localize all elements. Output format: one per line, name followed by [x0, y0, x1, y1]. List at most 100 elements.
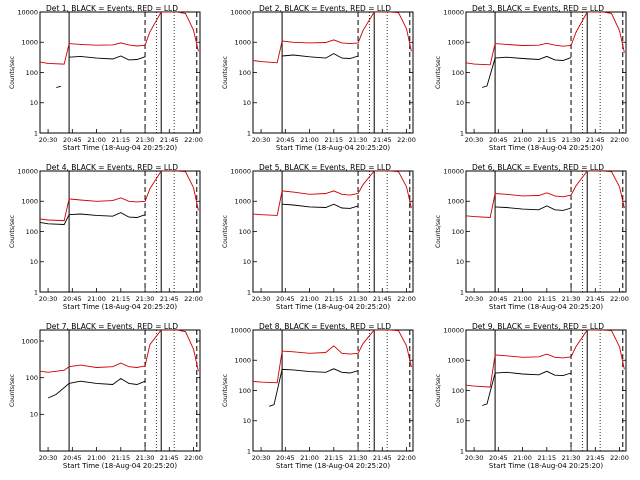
x-tick-label: 21:30 [136, 295, 155, 303]
panel-title: Det 6, BLACK = Events, RED = LLD [472, 163, 604, 172]
x-tick-label: 21:30 [562, 136, 581, 144]
y-tick-label: 10000 [443, 8, 464, 16]
events-series-line [482, 55, 572, 88]
y-tick-label: 1 [247, 129, 251, 137]
x-tick-label: 22:00 [397, 454, 416, 462]
detector-panel: Det 9, BLACK = Events, RED = LLD 1 10 100 10… [435, 322, 629, 470]
events-series-line [56, 55, 146, 88]
plot-frame [39, 11, 201, 134]
panel-title: Det 4, BLACK = Events, RED = LLD [46, 163, 178, 172]
x-tick-label: 21:45 [373, 295, 392, 303]
x-tick-label: 20:30 [39, 454, 58, 462]
detector-panel: Det 3, BLACK = Events, RED = LLD 1 10 100 10… [435, 4, 629, 152]
x-tick-label: 21:45 [373, 136, 392, 144]
y-tick-label: 10 [30, 99, 38, 107]
y-tick-label: 100 [26, 69, 38, 77]
y-tick-label: 10 [30, 411, 38, 419]
y-tick-label: 10000 [230, 167, 251, 175]
y-tick-label: 10 [243, 99, 251, 107]
events-series-line [482, 370, 572, 406]
y-tick-label: 100 [26, 228, 38, 236]
x-tick-label: 21:15 [537, 136, 556, 144]
detector-panel: Det 7, BLACK = Events, RED = LLD 10 100 100… [9, 322, 203, 470]
x-tick-label: 20:30 [39, 136, 58, 144]
y-tick-label: 100 [452, 387, 464, 395]
x-axis-label: Start Time (18-Aug-04 20:25:20) [63, 462, 177, 470]
x-tick-label: 20:45 [489, 454, 508, 462]
x-tick-label: 20:45 [276, 295, 295, 303]
detector-panel: Det 4, BLACK = Events, RED = LLD 1 10 100 10… [9, 163, 203, 311]
x-axis-label: Start Time (18-Aug-04 20:25:20) [489, 303, 603, 311]
detector-panel: Det 8, BLACK = Events, RED = LLD 1 10 100 10… [222, 322, 416, 470]
y-axis-label: Counts/sec [435, 56, 442, 89]
panel-title: Det 3, BLACK = Events, RED = LLD [472, 4, 604, 13]
y-tick-label: 100 [239, 387, 251, 395]
x-axis-label: Start Time (18-Aug-04 20:25:20) [489, 462, 603, 470]
y-tick-label: 10000 [443, 326, 464, 334]
y-axis-label: Counts/sec [9, 56, 16, 89]
y-tick-label: 1000 [234, 39, 251, 47]
x-tick-label: 20:30 [465, 136, 484, 144]
x-tick-label: 21:15 [324, 295, 343, 303]
x-tick-label: 20:30 [465, 295, 484, 303]
x-tick-label: 20:45 [489, 136, 508, 144]
plot-frame [252, 170, 414, 293]
x-tick-label: 22:00 [397, 136, 416, 144]
x-tick-label: 20:30 [39, 295, 58, 303]
x-tick-label: 20:30 [252, 454, 271, 462]
x-tick-label: 22:00 [610, 136, 629, 144]
x-axis-label: Start Time (18-Aug-04 20:25:20) [276, 462, 390, 470]
panel-title: Det 2, BLACK = Events, RED = LLD [259, 4, 391, 13]
x-tick-label: 20:45 [276, 136, 295, 144]
x-tick-label: 21:45 [586, 454, 605, 462]
y-tick-label: 100 [452, 69, 464, 77]
x-tick-label: 20:45 [63, 295, 82, 303]
panel-title: Det 1, BLACK = Events, RED = LLD [46, 4, 178, 13]
x-tick-label: 21:30 [349, 295, 368, 303]
x-tick-label: 20:30 [252, 136, 271, 144]
events-series-line [282, 53, 359, 59]
y-tick-label: 100 [452, 228, 464, 236]
x-tick-label: 21:45 [160, 295, 179, 303]
detector-panel: Det 1, BLACK = Events, RED = LLD 1 10 100 10… [9, 4, 203, 152]
y-tick-label: 1000 [234, 357, 251, 365]
x-tick-label: 21:30 [349, 454, 368, 462]
x-tick-label: 21:30 [562, 454, 581, 462]
plot-frame [465, 170, 627, 293]
plot-frame [252, 11, 414, 134]
x-tick-label: 20:45 [276, 454, 295, 462]
x-tick-label: 20:30 [465, 454, 484, 462]
x-tick-label: 21:15 [111, 136, 130, 144]
y-tick-label: 10 [243, 258, 251, 266]
y-tick-label: 10 [456, 258, 464, 266]
y-tick-label: 100 [26, 374, 38, 382]
plot-frame [39, 329, 201, 452]
x-tick-label: 21:45 [586, 295, 605, 303]
y-axis-label: Counts/sec [222, 215, 229, 248]
x-tick-label: 21:00 [300, 136, 319, 144]
x-tick-label: 21:30 [349, 136, 368, 144]
lld-series-line [466, 171, 625, 218]
x-tick-label: 21:00 [300, 295, 319, 303]
y-tick-label: 1000 [21, 337, 38, 345]
x-tick-label: 21:45 [160, 454, 179, 462]
x-axis-label: Start Time (18-Aug-04 20:25:20) [489, 144, 603, 152]
x-tick-label: 21:45 [160, 136, 179, 144]
y-tick-label: 1 [460, 447, 464, 455]
y-tick-label: 1 [34, 129, 38, 137]
x-tick-label: 22:00 [184, 454, 203, 462]
plot-frame [465, 329, 627, 452]
y-tick-label: 1000 [447, 39, 464, 47]
x-tick-label: 22:00 [184, 136, 203, 144]
x-tick-label: 21:00 [513, 136, 532, 144]
lld-series-line [253, 330, 412, 384]
panel-title: Det 5, BLACK = Events, RED = LLD [259, 163, 391, 172]
detector-panel: Det 6, BLACK = Events, RED = LLD 1 10 100 10… [435, 163, 629, 311]
x-tick-label: 21:45 [586, 136, 605, 144]
y-tick-label: 10000 [230, 8, 251, 16]
x-tick-label: 22:00 [610, 454, 629, 462]
detector-panel: Det 2, BLACK = Events, RED = LLD 1 10 100 10… [222, 4, 416, 152]
y-tick-label: 10 [456, 417, 464, 425]
x-tick-label: 20:45 [63, 454, 82, 462]
